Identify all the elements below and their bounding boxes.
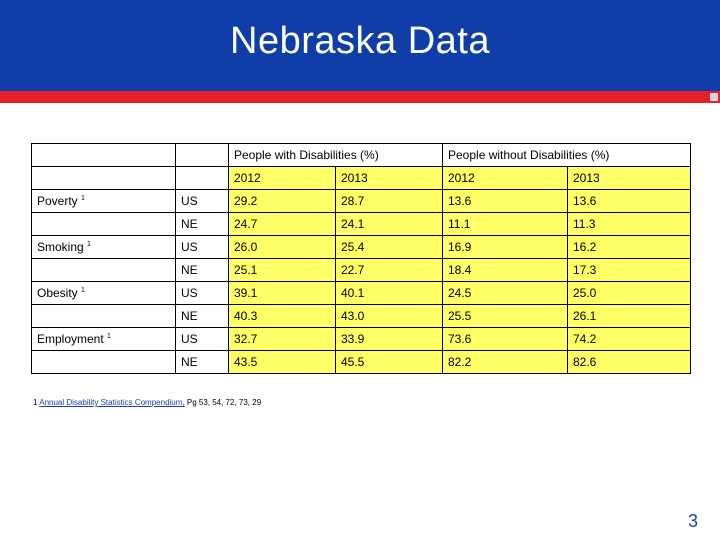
page-number: 3 xyxy=(687,511,698,531)
region-cell: US xyxy=(175,189,229,213)
value-cell: 13.6 xyxy=(567,189,691,213)
compendium-link[interactable]: Annual Disability Statistics Compendium, xyxy=(39,398,185,407)
region-cell: NE xyxy=(175,258,229,282)
value-cell: 28.7 xyxy=(335,189,443,213)
category-cell: Employment 1 xyxy=(31,327,176,351)
footnote-pages: Pg 53, 54, 72, 73, 29 xyxy=(184,398,262,407)
category-label: Smoking xyxy=(37,240,88,254)
value-cell: 25.5 xyxy=(442,304,568,328)
header-without-disabilities: People without Disabilities (%) xyxy=(442,143,691,167)
category-footnote-marker: 1 xyxy=(87,241,91,248)
value-cell: 16.2 xyxy=(567,235,691,259)
year-cell: 2012 xyxy=(442,166,568,190)
table-row: NE 40.3 43.0 25.5 26.1 xyxy=(31,304,691,328)
stripe-notch xyxy=(710,93,718,101)
table-row: Obesity 1 US 39.1 40.1 24.5 25.0 xyxy=(31,281,691,305)
category-footnote-marker: 1 xyxy=(81,287,85,294)
table-year-row: 2012 2013 2012 2013 xyxy=(31,166,691,190)
category-footnote-marker: 1 xyxy=(81,195,85,202)
value-cell: 25.1 xyxy=(228,258,336,282)
value-cell: 29.2 xyxy=(228,189,336,213)
value-cell: 22.7 xyxy=(335,258,443,282)
region-cell: NE xyxy=(175,350,229,374)
value-cell: 24.1 xyxy=(335,212,443,236)
region-cell: US xyxy=(175,281,229,305)
value-cell: 32.7 xyxy=(228,327,336,351)
value-cell: 43.0 xyxy=(335,304,443,328)
category-cell xyxy=(31,304,176,328)
value-cell: 39.1 xyxy=(228,281,336,305)
header-with-disabilities: People with Disabilities (%) xyxy=(228,143,443,167)
value-cell: 26.1 xyxy=(567,304,691,328)
value-cell: 82.6 xyxy=(567,350,691,374)
value-cell: 74.2 xyxy=(567,327,691,351)
footnote: 1 Annual Disability Statistics Compendiu… xyxy=(33,398,261,407)
category-cell: Smoking 1 xyxy=(31,235,176,259)
category-cell xyxy=(31,258,176,282)
category-cell: Poverty 1 xyxy=(31,189,176,213)
region-cell: NE xyxy=(175,212,229,236)
year-blank-cell xyxy=(175,166,229,190)
value-cell: 25.0 xyxy=(567,281,691,305)
value-cell: 11.1 xyxy=(442,212,568,236)
slide-title: Nebraska Data xyxy=(230,20,490,62)
footnote-marker: 1 xyxy=(33,398,38,407)
title-bar xyxy=(0,0,720,91)
value-cell: 24.5 xyxy=(442,281,568,305)
table-row: NE 43.5 45.5 82.2 82.6 xyxy=(31,350,691,374)
value-cell: 43.5 xyxy=(228,350,336,374)
value-cell: 16.9 xyxy=(442,235,568,259)
category-cell xyxy=(31,212,176,236)
category-cell: Obesity 1 xyxy=(31,281,176,305)
table-row: Employment 1 US 32.7 33.9 73.6 74.2 xyxy=(31,327,691,351)
value-cell: 13.6 xyxy=(442,189,568,213)
category-label: Poverty xyxy=(37,194,82,208)
year-blank-cell xyxy=(31,166,176,190)
region-cell: US xyxy=(175,327,229,351)
value-cell: 82.2 xyxy=(442,350,568,374)
value-cell: 40.3 xyxy=(228,304,336,328)
table-row: NE 25.1 22.7 18.4 17.3 xyxy=(31,258,691,282)
value-cell: 18.4 xyxy=(442,258,568,282)
value-cell: 33.9 xyxy=(335,327,443,351)
value-cell: 24.7 xyxy=(228,212,336,236)
value-cell: 26.0 xyxy=(228,235,336,259)
header-blank-cell xyxy=(175,143,229,167)
value-cell: 11.3 xyxy=(567,212,691,236)
region-cell: NE xyxy=(175,304,229,328)
category-label: Employment xyxy=(37,332,108,346)
value-cell: 73.6 xyxy=(442,327,568,351)
region-cell: US xyxy=(175,235,229,259)
value-cell: 17.3 xyxy=(567,258,691,282)
header-blank-cell xyxy=(31,143,176,167)
value-cell: 45.5 xyxy=(335,350,443,374)
table-row: Smoking 1 US 26.0 25.4 16.9 16.2 xyxy=(31,235,691,259)
value-cell: 40.1 xyxy=(335,281,443,305)
table-row: NE 24.7 24.1 11.1 11.3 xyxy=(31,212,691,236)
nebraska-data-table: People with Disabilities (%) People with… xyxy=(31,143,691,374)
table-row: Poverty 1 US 29.2 28.7 13.6 13.6 xyxy=(31,189,691,213)
value-cell: 25.4 xyxy=(335,235,443,259)
year-cell: 2013 xyxy=(567,166,691,190)
year-cell: 2013 xyxy=(335,166,443,190)
year-cell: 2012 xyxy=(228,166,336,190)
category-label: Obesity xyxy=(37,286,82,300)
category-cell xyxy=(31,350,176,374)
accent-stripe xyxy=(0,91,720,103)
category-footnote-marker: 1 xyxy=(107,333,111,340)
table-header-row: People with Disabilities (%) People with… xyxy=(31,143,691,167)
